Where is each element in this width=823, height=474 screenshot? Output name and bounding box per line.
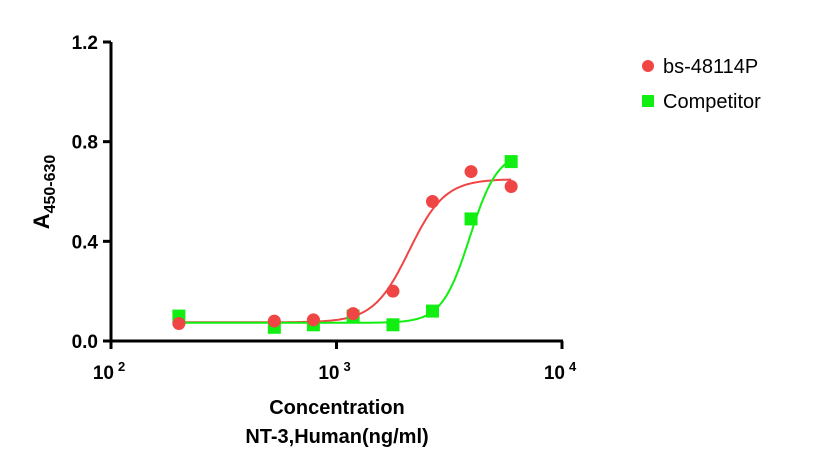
data-point-circle xyxy=(172,317,186,331)
y-tick-label: 1.2 xyxy=(72,33,98,54)
legend-marker-square xyxy=(642,95,654,107)
data-point-square xyxy=(504,155,518,169)
x-tick-base: 10 xyxy=(93,363,114,384)
data-point-square xyxy=(386,318,400,332)
legend-label: bs-48114P xyxy=(663,56,758,78)
y-tick-label: 0.4 xyxy=(72,232,99,253)
data-point-circle xyxy=(267,314,281,328)
y-axis-title: A450-630 xyxy=(29,155,59,230)
x-tick-label: 10 3 xyxy=(318,359,350,384)
data-point-circle xyxy=(504,180,518,194)
data-point-circle xyxy=(306,313,320,327)
x-tick-label: 10 4 xyxy=(544,359,577,384)
x-tick-label: 10 2 xyxy=(93,359,125,384)
data-point-circle xyxy=(386,284,400,298)
fit-curve-bs-48114p xyxy=(178,178,512,324)
data-point-circle xyxy=(425,194,439,208)
axes: 0.0 0.4 0.8 1.2 10 2 10 3 10 4 xyxy=(72,33,577,384)
x-axis-title-line2: NT-3,Human(ng/ml) xyxy=(245,426,428,448)
x-tick-base: 10 xyxy=(318,363,339,384)
legend-marker-circle xyxy=(642,60,654,72)
svg-text:A450-630: A450-630 xyxy=(29,155,59,230)
legend: bs-48114P Competitor xyxy=(642,56,761,113)
fit-curves xyxy=(178,159,512,324)
x-tick-exponent: 2 xyxy=(118,359,125,374)
x-tick-exponent: 3 xyxy=(343,359,350,374)
data-point-circle xyxy=(464,165,478,179)
y-axis-title-main: A xyxy=(29,213,54,229)
y-tick-label: 0.0 xyxy=(72,332,98,353)
y-tick-label: 0.8 xyxy=(72,133,98,154)
x-axis-title: Concentration xyxy=(269,397,405,419)
x-tick-exponent: 4 xyxy=(569,359,577,374)
x-tick-base: 10 xyxy=(544,363,565,384)
data-point-square xyxy=(464,212,478,226)
y-axis-title-subscript: 450-630 xyxy=(42,155,59,214)
data-point-square xyxy=(425,304,439,318)
data-points xyxy=(172,155,518,334)
data-point-circle xyxy=(346,307,360,321)
fit-curve-competitor xyxy=(178,159,512,324)
legend-label: Competitor xyxy=(663,91,761,113)
